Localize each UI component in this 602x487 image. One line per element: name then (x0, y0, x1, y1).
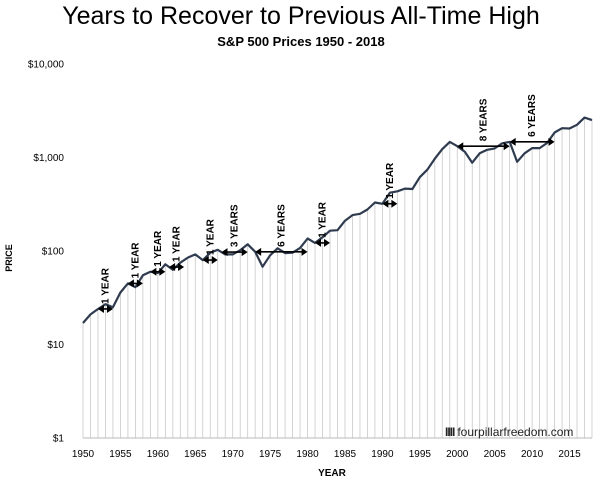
recovery-label: 1 YEAR (153, 230, 164, 267)
x-tick-label: 1955 (109, 449, 132, 460)
x-tick-label: 1960 (147, 449, 170, 460)
watermark: IIII fourpillarfreedom.com (445, 425, 573, 439)
recovery-annotation: 1 YEAR (202, 218, 218, 265)
recovery-label: 1 YEAR (172, 225, 183, 262)
recovery-label: 1 YEAR (100, 267, 111, 304)
y-tick-label: $10 (47, 340, 64, 351)
price-series-line (82, 116, 593, 324)
y-tick-label: $10,000 (28, 60, 65, 71)
recovery-annotation: 1 YEAR (382, 162, 398, 208)
brand-bars-icon: IIII (445, 425, 455, 439)
x-tick-label: 1995 (409, 449, 432, 460)
arrow-right-icon (324, 238, 331, 247)
arrow-left-icon (150, 267, 157, 276)
recovery-annotation: 6 YEARS (255, 204, 308, 256)
recovery-annotation: 1 YEAR (127, 242, 143, 288)
recovery-annotation: 1 YEAR (97, 267, 113, 313)
arrow-right-icon (136, 279, 143, 288)
x-tick-label: 1950 (72, 449, 95, 460)
x-tick-label: 2015 (558, 449, 581, 460)
arrow-right-icon (301, 247, 308, 256)
arrow-left-icon (255, 247, 262, 256)
x-tick-label: 1980 (296, 449, 319, 460)
chart-title: Years to Recover to Previous All-Time Hi… (62, 2, 540, 30)
recovery-label: 6 YEARS (276, 204, 287, 247)
arrow-left-icon (382, 199, 389, 208)
recovery-label: 8 YEARS (478, 98, 489, 141)
y-axis-ticks: $1 $10 $100 $1,000 $10,000 (28, 60, 65, 445)
x-axis-ticks: 1950 1955 1960 1965 1970 1975 1980 1985 1990 1995… (72, 449, 581, 460)
arrow-right-icon (211, 256, 218, 265)
x-tick-label: 1965 (184, 449, 207, 460)
y-axis-label: PRICE (4, 244, 14, 272)
x-tick-label: 2000 (446, 449, 469, 460)
recovery-annotation: 1 YEAR (150, 230, 166, 276)
x-tick-label: 1970 (222, 449, 245, 460)
arrow-left-icon (127, 279, 134, 288)
arrow-left-icon (509, 137, 516, 146)
x-tick-label: 1990 (371, 449, 394, 460)
arrow-right-icon (503, 142, 510, 151)
recovery-annotation: 3 YEARS (221, 204, 248, 257)
recovery-label: 1 YEAR (385, 162, 396, 199)
arrow-right-icon (178, 263, 185, 272)
recovery-label: 1 YEAR (130, 242, 141, 279)
recovery-label: 6 YEARS (527, 94, 538, 137)
chart-subtitle: S&P 500 Prices 1950 - 2018 (217, 34, 385, 49)
recovery-annotation: 6 YEARS (509, 94, 555, 146)
recovery-annotations: 1 YEAR 1 YEAR 1 YEAR 1 YEAR 1 YEAR 3 YEARS 6 Y… (97, 94, 555, 313)
arrow-right-icon (548, 137, 555, 146)
recovery-annotation: 1 YEAR (169, 225, 185, 272)
arrow-left-icon (457, 142, 464, 151)
arrow-left-icon (169, 263, 176, 272)
recovery-annotation: 1 YEAR (315, 201, 331, 247)
arrow-left-icon (97, 304, 104, 313)
watermark-text: fourpillarfreedom.com (457, 425, 574, 439)
arrow-right-icon (106, 304, 113, 313)
arrow-right-icon (391, 199, 398, 208)
arrow-right-icon (241, 248, 248, 257)
x-tick-label: 1985 (334, 449, 357, 460)
recovery-label: 1 YEAR (318, 201, 329, 238)
x-tick-label: 2005 (484, 449, 507, 460)
arrow-left-icon (202, 256, 209, 265)
arrow-right-icon (159, 267, 166, 276)
arrow-left-icon (315, 238, 322, 247)
x-tick-label: 2010 (521, 449, 544, 460)
recovery-label: 3 YEARS (230, 204, 241, 247)
y-tick-label: $1,000 (33, 153, 64, 164)
recovery-label: 1 YEAR (205, 218, 216, 255)
y-tick-label: $1 (53, 434, 65, 445)
recovery-annotation: 8 YEARS (457, 98, 510, 151)
x-axis-label: YEAR (318, 468, 347, 479)
y-tick-label: $100 (42, 247, 65, 258)
x-tick-label: 1975 (259, 449, 282, 460)
arrow-left-icon (221, 248, 228, 257)
year-gridlines (82, 117, 593, 439)
